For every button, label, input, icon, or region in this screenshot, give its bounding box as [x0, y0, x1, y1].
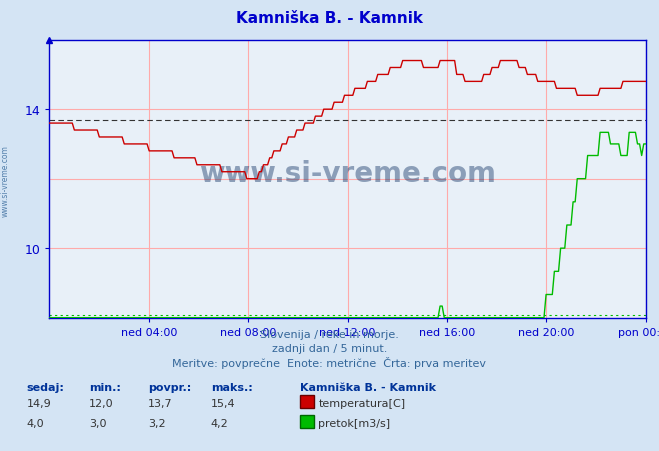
- Text: 13,7: 13,7: [148, 398, 173, 408]
- Text: sedaj:: sedaj:: [26, 382, 64, 392]
- Text: 4,0: 4,0: [26, 418, 44, 428]
- Text: pretok[m3/s]: pretok[m3/s]: [318, 418, 390, 428]
- Text: Kamniška B. - Kamnik: Kamniška B. - Kamnik: [236, 11, 423, 26]
- Text: maks.:: maks.:: [211, 382, 252, 392]
- Text: Kamniška B. - Kamnik: Kamniška B. - Kamnik: [300, 382, 436, 392]
- Text: Meritve: povprečne  Enote: metrične  Črta: prva meritev: Meritve: povprečne Enote: metrične Črta:…: [173, 356, 486, 368]
- Text: 3,0: 3,0: [89, 418, 107, 428]
- Text: 15,4: 15,4: [211, 398, 235, 408]
- Text: 14,9: 14,9: [26, 398, 51, 408]
- Text: zadnji dan / 5 minut.: zadnji dan / 5 minut.: [272, 343, 387, 353]
- Text: 4,2: 4,2: [211, 418, 229, 428]
- Text: Slovenija / reke in morje.: Slovenija / reke in morje.: [260, 329, 399, 339]
- Text: www.si-vreme.com: www.si-vreme.com: [199, 160, 496, 188]
- Text: povpr.:: povpr.:: [148, 382, 192, 392]
- Text: min.:: min.:: [89, 382, 121, 392]
- Text: www.si-vreme.com: www.si-vreme.com: [1, 144, 10, 216]
- Text: temperatura[C]: temperatura[C]: [318, 398, 405, 408]
- Text: 12,0: 12,0: [89, 398, 113, 408]
- Text: 3,2: 3,2: [148, 418, 166, 428]
